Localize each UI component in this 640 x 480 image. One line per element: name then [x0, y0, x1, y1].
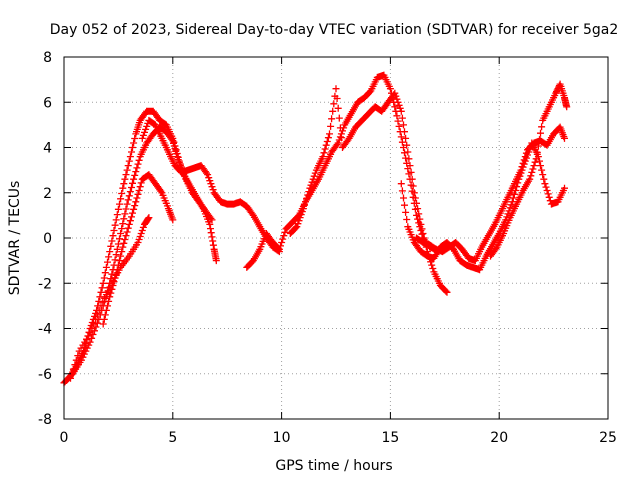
series-markers [397, 139, 568, 274]
y-tick-label: -8 [38, 412, 52, 428]
series-markers [138, 116, 283, 256]
x-tick-label: 20 [490, 430, 508, 446]
series-track-d [67, 214, 153, 382]
x-tick-label: 15 [381, 430, 399, 446]
series-markers [413, 123, 568, 265]
x-tick-label: 0 [60, 430, 69, 446]
data-points [60, 71, 571, 387]
x-axis: 0 5 10 15 20 25 [60, 57, 617, 446]
x-tick-label: 5 [168, 430, 177, 446]
x-tick-label: 10 [273, 430, 291, 446]
y-tick-label: -2 [38, 276, 52, 292]
x-tick-label: 25 [599, 430, 617, 446]
y-tick-label: 2 [43, 186, 52, 202]
series-markers [99, 171, 177, 328]
y-axis-label: SDTVAR / TECUs [7, 181, 23, 296]
y-tick-label: -6 [38, 367, 52, 383]
y-tick-label: 4 [43, 141, 52, 157]
y-tick-label: 8 [43, 50, 52, 66]
series-track-c [99, 171, 177, 328]
y-tick-label: 6 [43, 95, 52, 111]
x-axis-label: GPS time / hours [275, 458, 392, 474]
y-axis: -8 -6 -4 -2 0 2 4 6 8 [38, 50, 608, 428]
series-track-h [397, 139, 568, 274]
series-track-f [243, 71, 440, 271]
series-track-e [138, 116, 283, 256]
y-tick-label: 0 [43, 231, 52, 247]
series-track-j [487, 80, 571, 260]
series-markers [67, 214, 153, 382]
series-markers [487, 80, 571, 260]
chart-title: Day 052 of 2023, Sidereal Day-to-day VTE… [50, 22, 619, 38]
series-track-i [413, 123, 568, 265]
y-tick-label: -4 [38, 322, 52, 338]
series-markers [243, 71, 440, 271]
